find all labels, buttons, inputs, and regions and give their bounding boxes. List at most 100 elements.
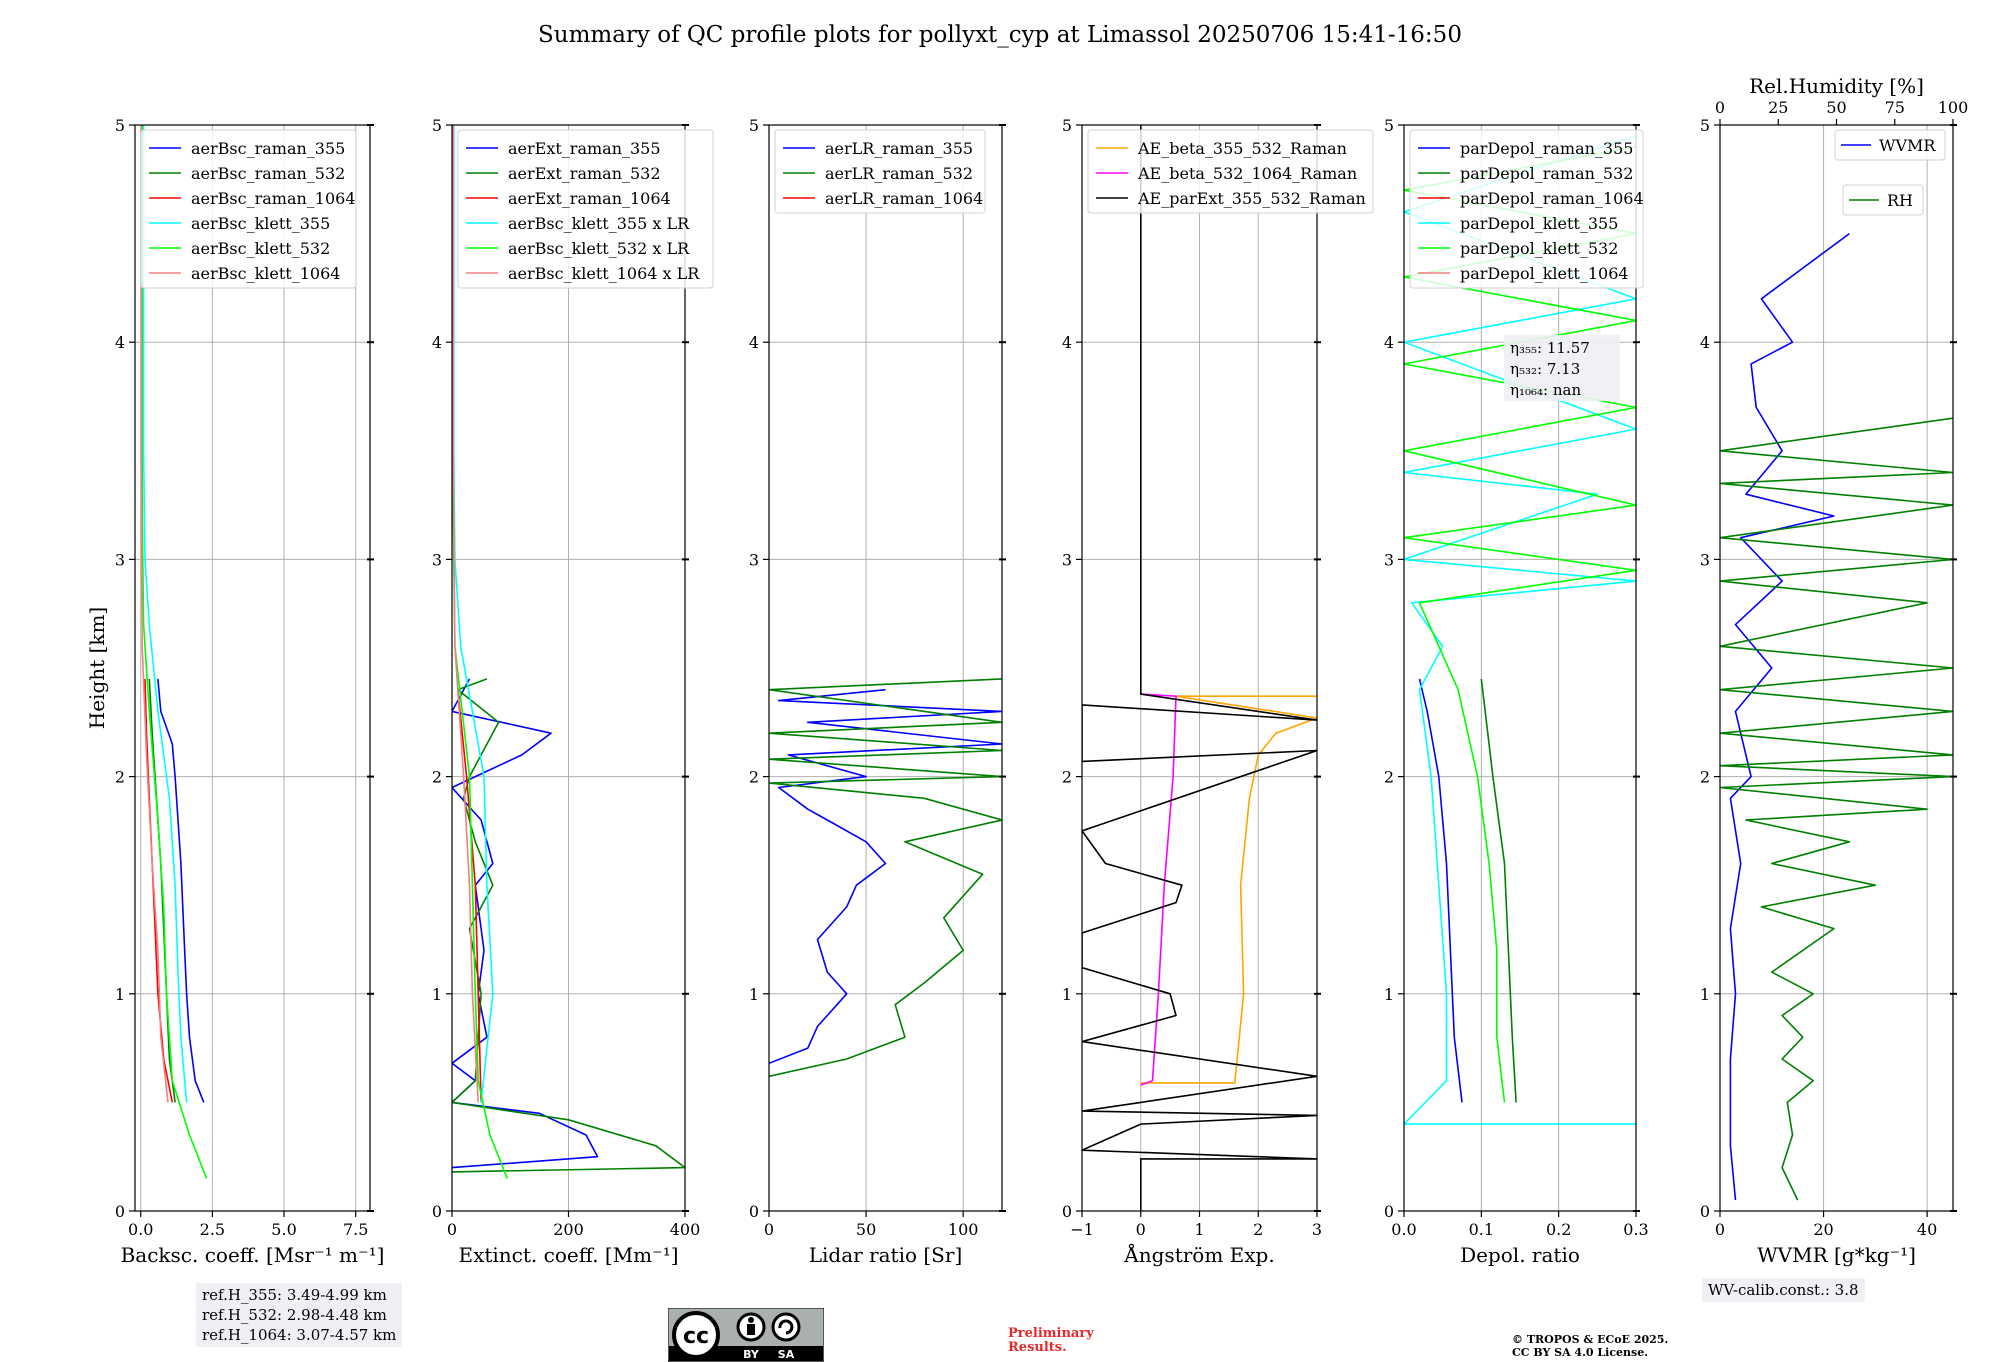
axes-frame bbox=[1403, 124, 1637, 1212]
legend: parDepol_raman_355 parDepol_raman_532 parD… bbox=[1409, 129, 1644, 289]
x-tick-label: 200 bbox=[553, 1220, 584, 1239]
legend-item-aerbsc-raman-532: aerBsc_raman_532 bbox=[191, 164, 345, 183]
y-tick-label: 4 bbox=[749, 333, 759, 352]
preliminary-line-2: Results. bbox=[1008, 1340, 1067, 1355]
legend-box bbox=[140, 129, 357, 289]
legend: aerBsc_raman_355 aerBsc_raman_532 aerBsc_r… bbox=[140, 129, 357, 289]
legend-item-aerbsc-klett-1064-x-lr: aerBsc_klett_1064 x LR bbox=[508, 264, 700, 283]
axes-frame bbox=[768, 124, 1003, 1212]
copyright-line-1: © TROPOS & ECoE 2025. bbox=[1512, 1333, 1669, 1346]
y-tick-label: 1 bbox=[1062, 985, 1072, 1004]
legend-item-aerbsc-klett-1064: aerBsc_klett_1064 bbox=[191, 264, 340, 283]
panel-wv: 0 20 40 0 1 2 3 4 5 WVMR [g*kg⁻¹] 0 25 50 75 100 Rel.Hu… bbox=[1700, 74, 1968, 1267]
y-tick-label: 0 bbox=[115, 1202, 125, 1221]
y-tick-label: 5 bbox=[1700, 116, 1710, 135]
top-x-tick-label: 75 bbox=[1885, 98, 1905, 117]
legend-item-wvmr: WVMR bbox=[1879, 136, 1936, 155]
eta-annotation: η₃₅₅: 11.57 η₅₃₂: 7.13 η₁₀₆₄: nan bbox=[1504, 335, 1620, 401]
preliminary-line-1: Preliminary bbox=[1008, 1326, 1094, 1341]
legend-box bbox=[1087, 129, 1374, 214]
y-tick-label: 5 bbox=[1062, 116, 1072, 135]
x-tick-label: −1 bbox=[1070, 1220, 1094, 1239]
copyright-line-2: CC BY SA 4.0 License. bbox=[1512, 1346, 1649, 1359]
x-tick-label: 2 bbox=[1253, 1220, 1263, 1239]
y-tick-label: 3 bbox=[115, 550, 125, 569]
y-tick-label: 4 bbox=[115, 333, 125, 352]
series-pardepol-klett-355 bbox=[1404, 135, 1636, 1125]
series-aerbsc-klett-1064-x-lr bbox=[452, 125, 479, 1103]
series-aerbsc-klett-532 bbox=[141, 125, 208, 1179]
ref-height-532: ref.H_532: 2.98-4.48 km bbox=[202, 1306, 387, 1324]
x-axis-label: Backsc. coeff. [Msr⁻¹ m⁻¹] bbox=[121, 1243, 385, 1267]
y-tick-label: 3 bbox=[432, 550, 442, 569]
badge-by-label: BY bbox=[743, 1348, 760, 1361]
badge-sa-label: SA bbox=[778, 1348, 795, 1361]
legend-box bbox=[457, 129, 714, 289]
series-aerbsc-klett-1064 bbox=[140, 125, 169, 1103]
x-axis-label: WVMR [g*kg⁻¹] bbox=[1757, 1243, 1916, 1267]
panel-bsc: 0.0 2.5 5.0 7.5 0 1 2 3 4 5 Backsc. coeff. [Msr⁻¹ … bbox=[115, 116, 385, 1267]
y-tick-label: 5 bbox=[1384, 116, 1394, 135]
axes-frame bbox=[134, 124, 371, 1212]
legend: WVMR RH bbox=[1834, 129, 1946, 216]
legend: aerLR_raman_355 aerLR_raman_532 aerLR_rama… bbox=[774, 129, 986, 214]
share-alike-icon bbox=[771, 1312, 801, 1342]
x-tick-label: 0 bbox=[1136, 1220, 1146, 1239]
y-tick-label: 4 bbox=[1700, 333, 1710, 352]
legend-item-pardepol-klett-355: parDepol_klett_355 bbox=[1460, 214, 1618, 233]
y-tick-label: 5 bbox=[432, 116, 442, 135]
figure-title: Summary of QC profile plots for pollyxt_… bbox=[538, 22, 1462, 48]
x-tick-label: 100 bbox=[948, 1220, 979, 1239]
series-rh bbox=[1720, 417, 1953, 1201]
legend-item-aerlr-raman-1064: aerLR_raman_1064 bbox=[825, 189, 983, 208]
legend-item-aerbsc-klett-532: aerBsc_klett_532 bbox=[191, 239, 330, 258]
series-ae-beta-532-1064-raman bbox=[1140, 693, 1177, 1086]
legend-item-aerext-raman-532: aerExt_raman_532 bbox=[508, 164, 661, 183]
y-axis-label: Height [km] bbox=[85, 607, 109, 729]
legend-item-aerext-raman-355: aerExt_raman_355 bbox=[508, 139, 661, 158]
legend: AE_beta_355_532_Raman AE_beta_532_1064_Ra… bbox=[1087, 129, 1374, 214]
y-tick-label: 1 bbox=[1384, 985, 1394, 1004]
legend-item-pardepol-klett-1064: parDepol_klett_1064 bbox=[1460, 264, 1629, 283]
y-tick-label: 2 bbox=[115, 768, 125, 787]
y-tick-label: 0 bbox=[749, 1202, 759, 1221]
legend-item-aerlr-raman-355: aerLR_raman_355 bbox=[825, 139, 973, 158]
legend: aerExt_raman_355 aerExt_raman_532 aerExt_r… bbox=[457, 129, 714, 289]
x-tick-label: 0.0 bbox=[1391, 1220, 1416, 1239]
wv-calibration-text: WV-calib.const.: 3.8 bbox=[1708, 1281, 1859, 1299]
x-axis-label: Ångström Exp. bbox=[1123, 1242, 1274, 1267]
x-tick-label: 7.5 bbox=[343, 1220, 368, 1239]
x-tick-label: 1 bbox=[1194, 1220, 1204, 1239]
ref-height-1064: ref.H_1064: 3.07-4.57 km bbox=[202, 1326, 397, 1344]
legend-item-rh: RH bbox=[1887, 191, 1913, 210]
x-tick-label: 400 bbox=[670, 1220, 701, 1239]
y-tick-label: 5 bbox=[115, 116, 125, 135]
legend-box bbox=[1409, 129, 1644, 289]
legend-item-aerbsc-klett-532-x-lr: aerBsc_klett_532 x LR bbox=[508, 239, 690, 258]
legend-item-ae-parext-355-532-raman: AE_parExt_355_532_Raman bbox=[1137, 189, 1366, 208]
legend-item-ae-beta-532-1064-raman: AE_beta_532_1064_Raman bbox=[1137, 164, 1357, 183]
panel-depol: 0.0 0.1 0.2 0.3 0 1 2 3 4 5 Depol. ratio parDepol_r… bbox=[1384, 116, 1649, 1267]
x-tick-label: 0.0 bbox=[128, 1220, 153, 1239]
series-aerbsc-klett-355 bbox=[142, 125, 188, 1103]
x-tick-label: 20 bbox=[1813, 1220, 1833, 1239]
y-tick-label: 1 bbox=[115, 985, 125, 1004]
y-tick-label: 2 bbox=[1700, 768, 1710, 787]
legend-box bbox=[1842, 184, 1924, 216]
y-tick-label: 3 bbox=[1700, 550, 1710, 569]
top-x-tick-label: 50 bbox=[1826, 98, 1846, 117]
y-tick-label: 2 bbox=[1384, 768, 1394, 787]
series-pardepol-raman-532 bbox=[1480, 678, 1517, 1103]
y-tick-label: 3 bbox=[1062, 550, 1072, 569]
y-tick-label: 2 bbox=[749, 768, 759, 787]
x-axis-label: Lidar ratio [Sr] bbox=[809, 1243, 963, 1267]
series-aerlr-raman-532 bbox=[769, 678, 1002, 1078]
x-tick-label: 5.0 bbox=[271, 1220, 296, 1239]
reference-heights-box: ref.H_355: 3.49-4.99 km ref.H_532: 2.98-… bbox=[196, 1283, 403, 1347]
axes-frame bbox=[1719, 124, 1954, 1212]
eta-value-2: η₁₀₆₄: nan bbox=[1510, 381, 1581, 399]
panel-lr: 0 50 100 0 1 2 3 4 5 Lidar ratio [Sr] aerLR_raman_… bbox=[749, 116, 1006, 1267]
y-tick-label: 4 bbox=[1062, 333, 1072, 352]
